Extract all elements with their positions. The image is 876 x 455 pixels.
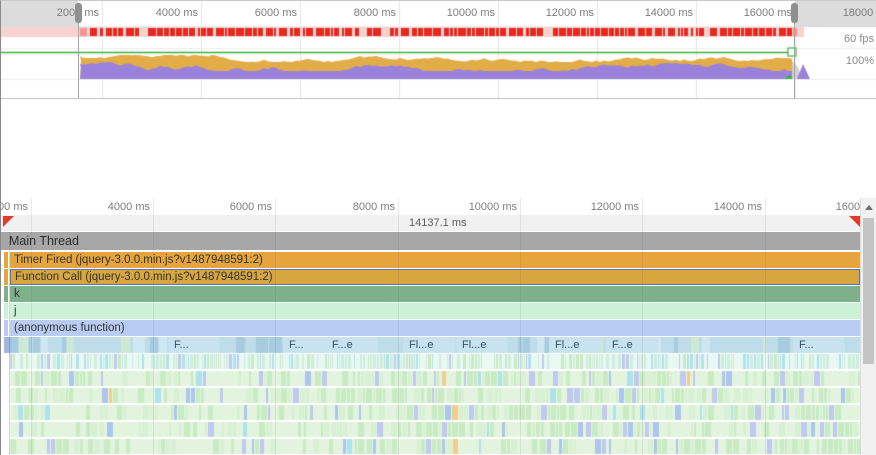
flame-ruler-label: 10000 ms — [468, 201, 517, 213]
fps-axis-label: 60 fps — [844, 33, 874, 45]
flame-bar-timer-fired[interactable]: Timer Fired (jquery-3.0.0.min.js?v148794… — [10, 252, 860, 268]
overview-unselected-right[interactable] — [795, 1, 876, 27]
flame-ruler-label: 4000 ms — [107, 201, 150, 213]
main-thread-header[interactable]: Main Thread — [1, 232, 860, 250]
frow-event-label: F...e — [332, 339, 353, 351]
event-sliver[interactable] — [4, 303, 8, 319]
timeline-overview[interactable]: 2000 ms 4000 ms 6000 ms 8000 ms 10000 ms 1200… — [1, 1, 876, 99]
scrollbar-thumb[interactable] — [863, 218, 874, 364]
overview-ruler-label: 16000 ms — [743, 7, 792, 19]
event-sliver[interactable] — [4, 269, 8, 285]
trace-bound-flag-right-icon — [849, 216, 860, 227]
overview-ruler-label: 6000 ms — [254, 7, 297, 19]
flame-ruler: 2000 ms 4000 ms 6000 ms 8000 ms 10000 ms 1200… — [1, 198, 860, 215]
scroll-up-button[interactable] — [860, 199, 876, 216]
cpu-axis-label: 100% — [845, 55, 874, 67]
overview-ruler: 2000 ms 4000 ms 6000 ms 8000 ms 10000 ms 1200… — [1, 1, 876, 27]
flame-ruler-label: 14000 ms — [713, 201, 762, 213]
trace-bound-flag-left-icon — [3, 216, 14, 227]
flame-ruler-label: 12000 ms — [590, 201, 639, 213]
event-sliver[interactable] — [4, 252, 8, 268]
overview-chart-canvas[interactable] — [1, 1, 876, 98]
overview-unselected-left[interactable] — [1, 1, 78, 27]
flame-chart-pane[interactable]: 2000 ms 4000 ms 6000 ms 8000 ms 10000 ms 1200… — [1, 99, 876, 455]
trace-start-line — [9, 232, 10, 455]
event-sliver[interactable] — [4, 286, 8, 302]
flame-ruler-label: 2000 ms — [1, 201, 28, 213]
overview-ruler-label: 14000 ms — [644, 7, 693, 19]
frow-event-label: F...e — [612, 339, 633, 351]
window-handle-right-line — [794, 23, 795, 98]
event-sliver[interactable] — [4, 320, 8, 336]
window-handle-left[interactable] — [75, 3, 82, 23]
flame-bar-anonymous[interactable]: (anonymous function) — [10, 320, 860, 336]
frow-event-label: F... — [799, 339, 814, 351]
flame-bar-function-call[interactable]: Function Call (jquery-3.0.0.min.js?v1487… — [10, 269, 860, 285]
overview-ruler-label: 10000 ms — [446, 7, 495, 19]
total-time-label: 14137.1 ms — [409, 217, 467, 229]
marker-strip — [1, 215, 860, 231]
flame-ruler-label: 6000 ms — [229, 201, 272, 213]
frow-event-label: F... — [174, 339, 189, 351]
overview-ruler-label: 18000 ms — [842, 7, 876, 19]
overview-ruler-label: 8000 ms — [353, 7, 396, 19]
frow-event-label: Fl...e — [462, 339, 487, 351]
flame-dense-canvas[interactable] — [1, 337, 860, 455]
frow-event-label: Fl...e — [555, 339, 580, 351]
window-handle-right[interactable] — [791, 3, 798, 23]
flame-bar-j[interactable]: j — [10, 303, 860, 319]
overview-ruler-label: 12000 ms — [545, 7, 594, 19]
frow-event-label: F... — [289, 339, 304, 351]
flame-ruler-label: 8000 ms — [352, 201, 395, 213]
scroll-up-icon — [864, 205, 873, 210]
overview-ruler-label: 4000 ms — [155, 7, 198, 19]
flame-ruler-label: 16000 ms — [835, 201, 860, 213]
window-handle-left-line — [78, 23, 79, 98]
frow-event-label: Fl...e — [409, 339, 434, 351]
flame-bar-k[interactable]: k — [10, 286, 860, 302]
